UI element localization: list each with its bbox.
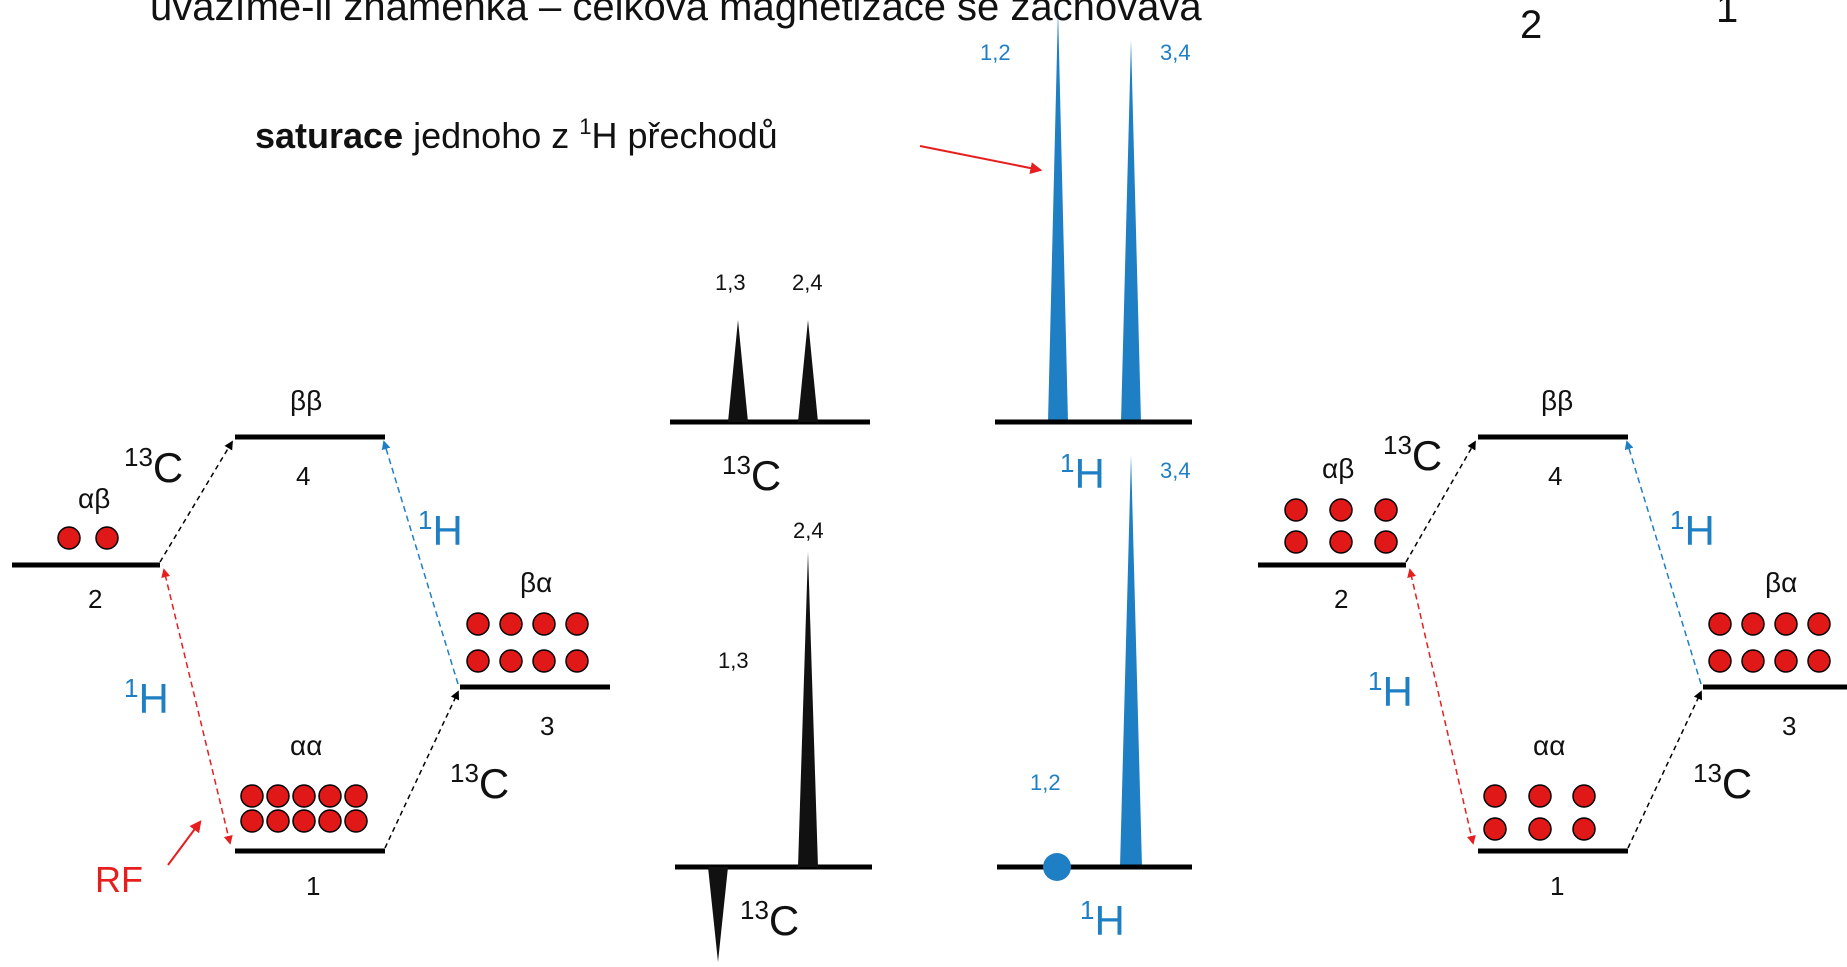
saturation-label: saturace jednoho z 1H přechodů xyxy=(255,114,778,156)
spectrum-13c-bottom-peak-13 xyxy=(708,867,728,962)
spectrum-13c-bottom-label-24: 2,4 xyxy=(793,518,824,543)
spectrum-13c-top-peak-13 xyxy=(728,320,748,422)
left-label-13c-lower-sup: 13 xyxy=(450,758,479,788)
spectrum-13c-top-label-13: 1,3 xyxy=(715,270,746,295)
header-fraction-2: 2 xyxy=(1520,3,1542,47)
left-label-1h-left-sup: 1 xyxy=(124,673,138,703)
header-cut-text: uvážíme-li znaménka – celková magnetizac… xyxy=(150,0,1202,29)
left-label-1h-right-sym: H xyxy=(432,507,462,554)
right-label-1h-right: 1H xyxy=(1670,505,1715,554)
spectrum-13c-top-peak-24 xyxy=(798,320,818,422)
right-label-1h-left-sym: H xyxy=(1382,668,1412,715)
right-label-1h-right-sym: H xyxy=(1684,507,1714,554)
right-transition-1h-3-4 xyxy=(1627,442,1701,684)
left-population-2 xyxy=(58,527,118,549)
left-transition-1h-1-2 xyxy=(164,570,230,843)
left-population-1 xyxy=(241,785,367,832)
right-label-13c-lower-sym: C xyxy=(1722,760,1752,807)
spectrum-13c-top-nucleus: 13C xyxy=(722,450,781,499)
right-state-ab: αβ xyxy=(1322,453,1354,484)
left-population-3 xyxy=(467,613,588,672)
saturation-sup: 1 xyxy=(579,114,591,139)
right-label-13c-lower-sup: 13 xyxy=(1693,758,1722,788)
saturation-rest-pre: jednoho z xyxy=(403,115,579,156)
spectrum-1h-top-label-34: 3,4 xyxy=(1160,40,1191,65)
spectrum-1h-bottom-saturated-peak-12 xyxy=(1043,853,1071,881)
spectrum-1h-bottom-label-34: 3,4 xyxy=(1160,458,1191,483)
right-label-1h-right-sup: 1 xyxy=(1670,505,1684,535)
right-state-bb: ββ xyxy=(1541,385,1573,416)
right-transition-1h-1-2 xyxy=(1410,570,1473,843)
saturation-arrow xyxy=(920,146,1040,170)
right-label-13c-upper-sym: C xyxy=(1412,432,1442,479)
left-number-1: 1 xyxy=(306,871,320,901)
right-population-2 xyxy=(1285,499,1397,553)
spectrum-13c-top-nucleus-sym: C xyxy=(751,452,781,499)
spectrum-13c-bottom-peak-24 xyxy=(798,552,818,867)
left-state-bb: ββ xyxy=(290,385,322,416)
right-transition-13c-1-3 xyxy=(1628,692,1701,848)
left-label-13c-upper: 13C xyxy=(124,442,183,491)
spectrum-1h-top-peak-34 xyxy=(1121,40,1141,422)
left-state-aa: αα xyxy=(290,730,322,761)
spectrum-1h-bottom-nucleus-sym: H xyxy=(1094,897,1124,944)
right-state-ba: βα xyxy=(1765,567,1797,598)
saturation-rest-post: H přechodů xyxy=(592,115,778,156)
right-population-3 xyxy=(1709,613,1830,672)
spectrum-13c-top: 1,3 2,4 13C xyxy=(670,270,870,499)
right-label-13c-upper: 13C xyxy=(1383,430,1442,479)
left-transition-1h-3-4 xyxy=(384,442,458,684)
spectrum-1h-bottom-label-12: 1,2 xyxy=(1030,770,1061,795)
spectrum-1h-top: 1,2 3,4 1H xyxy=(980,10,1192,497)
left-rf-label: RF xyxy=(95,859,143,900)
left-label-13c-upper-sym: C xyxy=(153,444,183,491)
spectrum-1h-top-nucleus: 1H xyxy=(1060,448,1105,497)
left-label-13c-lower-sym: C xyxy=(479,760,509,807)
right-label-13c-upper-sup: 13 xyxy=(1383,430,1412,460)
spectrum-1h-top-nucleus-sup: 1 xyxy=(1060,448,1074,478)
spectrum-1h-top-nucleus-sym: H xyxy=(1074,450,1104,497)
left-rf-arrow xyxy=(168,822,200,865)
right-state-aa: αα xyxy=(1533,730,1565,761)
spectrum-13c-bottom-nucleus-sup: 13 xyxy=(740,895,769,925)
left-label-13c-upper-sup: 13 xyxy=(124,442,153,472)
spectrum-1h-bottom-peak-34 xyxy=(1120,455,1142,867)
left-label-1h-left-sym: H xyxy=(138,675,168,722)
left-energy-diagram: αα αβ βα ββ 1 2 3 4 13C 13C xyxy=(12,385,610,901)
spectrum-13c-top-nucleus-sup: 13 xyxy=(722,450,751,480)
right-number-4: 4 xyxy=(1548,461,1562,491)
spectrum-1h-bottom-nucleus-sup: 1 xyxy=(1080,895,1094,925)
left-number-3: 3 xyxy=(540,711,554,741)
left-state-ba: βα xyxy=(520,567,552,598)
spectrum-13c-top-label-24: 2,4 xyxy=(792,270,823,295)
spectrum-1h-top-peak-12 xyxy=(1048,10,1068,422)
spectrum-1h-bottom-nucleus: 1H xyxy=(1080,895,1125,944)
left-number-4: 4 xyxy=(296,461,310,491)
spectrum-13c-bottom: 1,3 2,4 13C xyxy=(675,518,872,962)
spectrum-1h-top-label-12: 1,2 xyxy=(980,40,1011,65)
header-fraction-1: 1 xyxy=(1716,0,1738,31)
left-label-1h-right: 1H xyxy=(418,505,463,554)
right-number-3: 3 xyxy=(1782,711,1796,741)
left-transition-13c-1-3 xyxy=(385,692,458,848)
left-label-1h-left: 1H xyxy=(124,673,169,722)
spectrum-1h-bottom: 1,2 3,4 1H xyxy=(997,455,1192,944)
left-label-13c-lower: 13C xyxy=(450,758,509,807)
spectrum-13c-bottom-nucleus: 13C xyxy=(740,895,799,944)
right-label-13c-lower: 13C xyxy=(1693,758,1752,807)
left-label-1h-right-sup: 1 xyxy=(418,505,432,535)
left-state-ab: αβ xyxy=(78,483,110,514)
spectrum-13c-bottom-nucleus-sym: C xyxy=(769,897,799,944)
spectrum-13c-bottom-label-13: 1,3 xyxy=(718,648,749,673)
right-population-1 xyxy=(1484,785,1595,840)
right-label-1h-left-sup: 1 xyxy=(1368,666,1382,696)
right-label-1h-left: 1H xyxy=(1368,666,1413,715)
right-number-2: 2 xyxy=(1334,584,1348,614)
left-number-2: 2 xyxy=(88,584,102,614)
right-energy-diagram: αα αβ βα ββ 1 2 3 4 13C 13C xyxy=(1258,385,1847,901)
saturation-bold: saturace xyxy=(255,115,403,156)
right-number-1: 1 xyxy=(1550,871,1564,901)
